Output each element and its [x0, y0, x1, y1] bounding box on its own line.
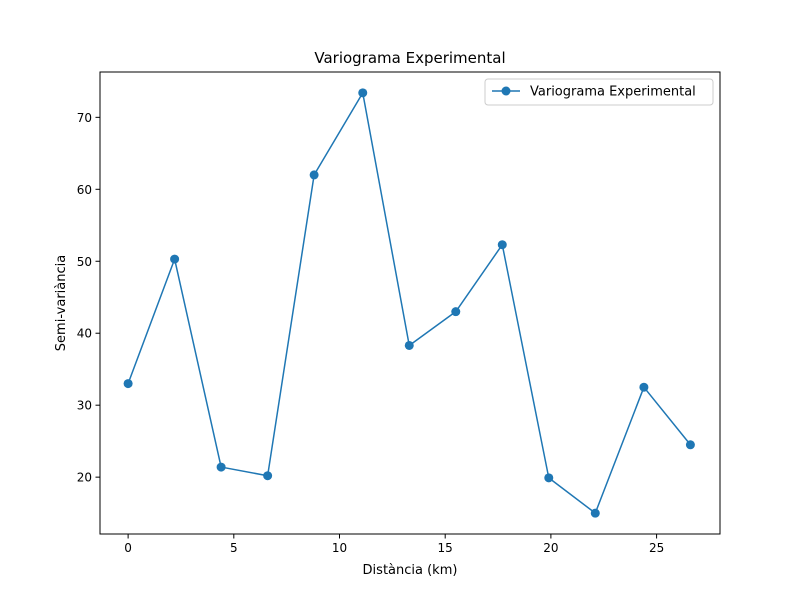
- x-axis-label: Distància (km): [363, 563, 458, 578]
- x-tick-label: 15: [438, 541, 453, 555]
- y-tick-label: 40: [77, 327, 92, 341]
- y-tick-label: 20: [77, 471, 92, 485]
- y-tick-label: 50: [77, 255, 92, 269]
- series-points: [123, 88, 695, 518]
- x-axis-ticks: 0 5 10 15 20 25: [124, 534, 664, 555]
- data-point: [170, 254, 180, 264]
- x-tick-label: 25: [649, 541, 664, 555]
- data-point: [497, 240, 507, 250]
- data-point: [544, 473, 554, 483]
- legend-label: Variograma Experimental: [530, 85, 696, 100]
- y-tick-label: 70: [77, 111, 92, 125]
- y-axis-ticks: 20 30 40 50 60 70: [77, 111, 100, 485]
- y-tick-label: 30: [77, 399, 92, 413]
- data-point: [685, 440, 695, 450]
- chart-title: Variograma Experimental: [314, 49, 505, 67]
- x-tick-label: 5: [230, 541, 238, 555]
- legend-box: [484, 78, 714, 106]
- data-point: [358, 88, 368, 98]
- data-point: [123, 379, 133, 389]
- data-point: [263, 471, 273, 481]
- y-tick-label: 60: [77, 183, 92, 197]
- legend-marker-swatch: [501, 86, 511, 96]
- data-point: [639, 382, 649, 392]
- data-point: [590, 508, 600, 518]
- y-axis-label: Semi-variància: [54, 255, 69, 351]
- plot-area-frame: [99, 71, 721, 535]
- data-point: [216, 462, 226, 472]
- data-point: [451, 307, 461, 317]
- x-tick-label: 20: [543, 541, 558, 555]
- data-point: [309, 170, 319, 180]
- x-tick-label: 0: [124, 541, 132, 555]
- x-tick-label: 10: [332, 541, 347, 555]
- data-point: [404, 340, 414, 350]
- legend: Variograma Experimental: [484, 78, 714, 106]
